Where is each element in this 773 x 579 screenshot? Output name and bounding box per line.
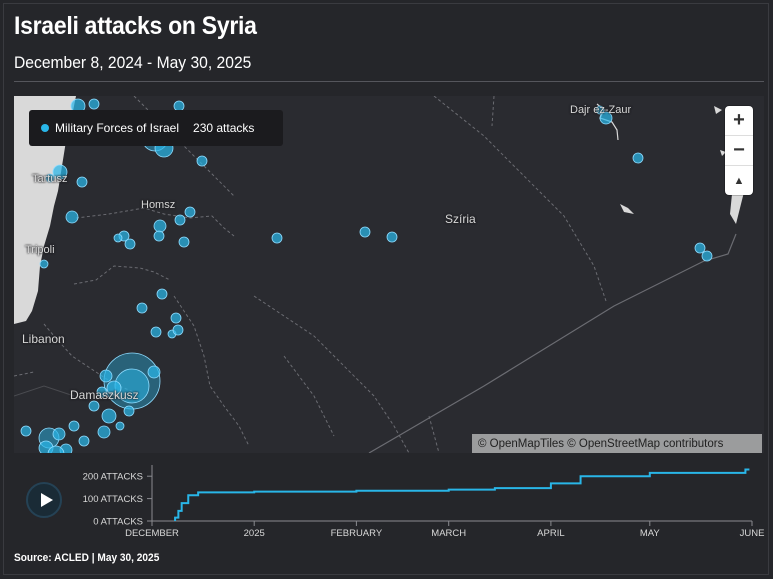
- source-note: Source: ACLED | May 30, 2025: [14, 552, 160, 564]
- attack-marker: [20, 425, 32, 437]
- y-tick-label: 100 ATTACKS: [83, 494, 143, 505]
- attack-marker: [88, 400, 100, 412]
- attack-marker: [39, 259, 49, 269]
- city-label-tripoli: Tripoli: [25, 244, 55, 256]
- attack-marker: [136, 302, 148, 314]
- x-tick-label: MAY: [640, 528, 661, 539]
- attack-marker: [97, 425, 111, 439]
- x-tick-label: 2025: [244, 528, 265, 539]
- attack-marker: [153, 230, 165, 242]
- attack-marker: [124, 238, 136, 250]
- attack-marker: [101, 408, 117, 424]
- city-label-damascus: Damaszkusz: [70, 388, 139, 402]
- city-label-homs: Homsz: [141, 199, 176, 211]
- cumulative-attacks-line: [174, 468, 750, 521]
- attack-marker: [386, 231, 398, 243]
- road: [14, 385, 75, 397]
- attack-marker: [96, 386, 108, 398]
- sea-area: [14, 96, 76, 324]
- attack-marker: [271, 232, 283, 244]
- attack-marker: [106, 380, 122, 396]
- map-view[interactable]: Tartusz Homsz Tripoli Libanon Damaszkusz…: [14, 96, 764, 453]
- attack-marker: [156, 288, 168, 300]
- attack-marker: [184, 206, 196, 218]
- attack-marker: [178, 236, 190, 248]
- attack-marker: [113, 233, 123, 243]
- zoom-in-button[interactable]: +: [725, 106, 753, 136]
- attack-marker: [65, 210, 79, 224]
- legend-dot-icon: [41, 124, 49, 132]
- legend-count: 230 attacks: [193, 121, 255, 135]
- country-label-lebanon: Libanon: [22, 332, 65, 346]
- zoom-out-button[interactable]: −: [725, 136, 753, 166]
- attack-marker: [153, 219, 167, 233]
- attack-marker: [76, 176, 88, 188]
- attack-marker: [99, 369, 113, 383]
- attack-marker: [47, 445, 65, 453]
- x-tick-label: DECEMBER: [125, 528, 179, 539]
- border-lines: [14, 96, 607, 453]
- attack-marker: [52, 164, 68, 180]
- river-east-3: [714, 106, 722, 114]
- reset-bearing-button[interactable]: ▲: [733, 174, 745, 187]
- attack-marker: [632, 152, 644, 164]
- attack-marker: [68, 420, 80, 432]
- attack-marker: [701, 250, 713, 262]
- attack-marker: [170, 312, 182, 324]
- y-tick-label: 200 ATTACKS: [83, 472, 143, 483]
- attack-marker: [115, 421, 125, 431]
- attack-marker: [174, 214, 186, 226]
- attack-marker: [359, 226, 371, 238]
- attack-marker: [694, 242, 706, 254]
- border-solid: [368, 233, 737, 453]
- x-tick-label: FEBRUARY: [331, 528, 383, 539]
- map-attribution[interactable]: © OpenMapTiles © OpenStreetMap contribut…: [472, 434, 762, 453]
- attack-marker: [88, 98, 100, 110]
- river-east-2: [720, 150, 726, 156]
- widget-frame: [3, 3, 769, 575]
- attack-marker: [595, 105, 605, 115]
- attack-marker: [196, 155, 208, 167]
- city-label-tartus: Tartusz: [32, 173, 68, 185]
- x-tick-label: MARCH: [431, 528, 466, 539]
- attack-marker: [147, 365, 161, 379]
- lake-shape: [620, 204, 634, 214]
- legend-series-name: Military Forces of Israel: [55, 121, 180, 135]
- x-tick-label: APRIL: [537, 528, 564, 539]
- header-divider: [14, 81, 764, 82]
- page-title: Israeli attacks on Syria: [14, 12, 257, 40]
- map-legend: Military Forces of Israel 230 attacks: [29, 110, 283, 146]
- y-tick-label: 0 ATTACKS: [93, 517, 143, 528]
- zoom-controls: + − ▲: [725, 106, 753, 195]
- attack-marker: [599, 111, 613, 125]
- page-subtitle: December 8, 2024 - May 30, 2025: [14, 53, 252, 72]
- attack-marker: [45, 173, 55, 183]
- attack-marker: [150, 326, 162, 338]
- attack-marker: [52, 427, 66, 441]
- timeline-chart: 200 ATTACKS 100 ATTACKS 0 ATTACKS DECEMBER…: [83, 465, 765, 539]
- play-button[interactable]: [26, 482, 62, 518]
- attack-marker: [78, 435, 90, 447]
- attack-marker: [123, 405, 135, 417]
- country-label-syria: Szíria: [445, 212, 476, 226]
- attack-marker: [172, 324, 184, 336]
- city-label-deir-ez-zor: Dajr ez-Zaur: [570, 104, 632, 116]
- x-tick-label: JUNE: [740, 528, 765, 539]
